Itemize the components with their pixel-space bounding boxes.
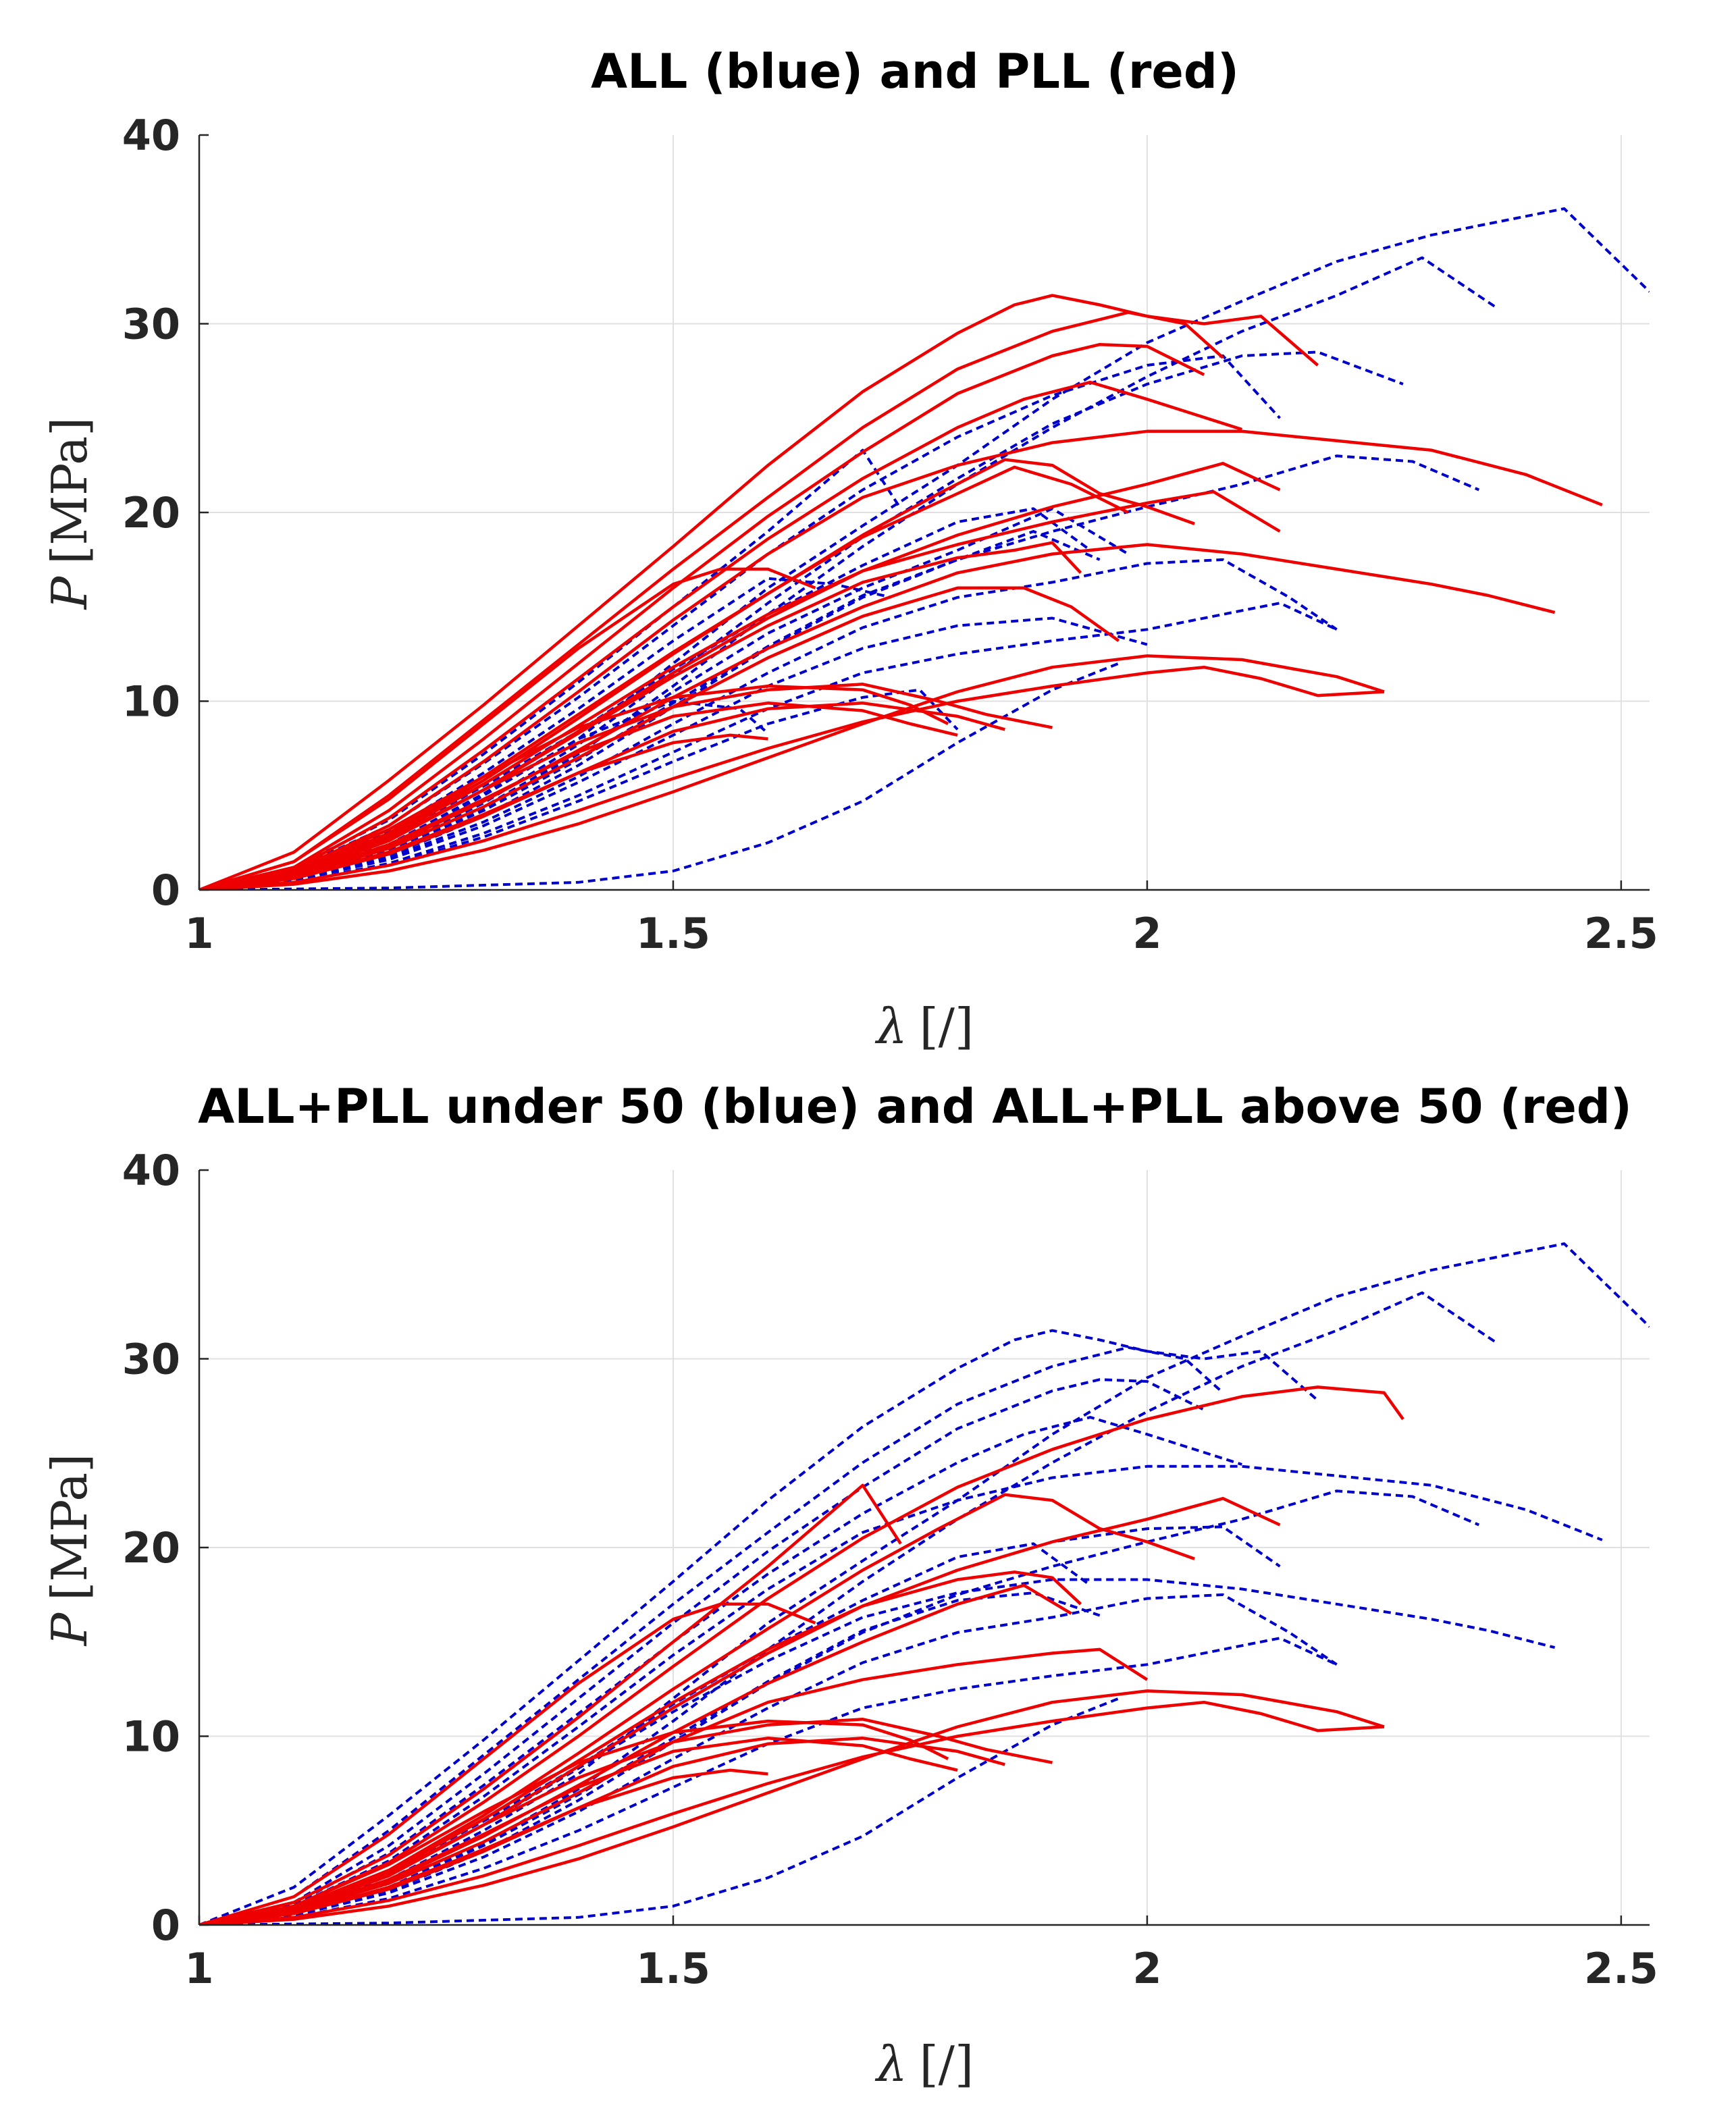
series-line-red [199,665,1385,890]
x-tick-label: 2 [1132,909,1161,958]
series-line-red [199,654,1385,890]
series-line-red [199,311,1224,890]
series-line-blue [199,662,1120,890]
x-tick-label: 2.5 [1584,909,1658,958]
series-line-red [199,1768,768,1925]
series-line-blue [199,602,1338,890]
chart-panel-top: ALL (blue) and PLL (red) 0 10 20 30 40 1 1.5 2… [41,44,1658,1055]
series-line-red [199,1602,816,1925]
series-line-red [199,458,1195,890]
series-line-red [199,294,1319,890]
gridlines [199,135,1650,890]
series-line-blue [199,1329,1319,1925]
y-tick-label: 10 [122,1712,180,1762]
series-line-blue [199,1416,1242,1925]
x-axis-label: λ [/] [874,2036,974,2092]
series-line-blue [199,1242,1650,1925]
series-line-blue [199,1637,1338,1925]
series-line-red [199,586,1120,890]
x-tick-label: 1.5 [636,1944,710,1993]
x-axis-unit: [/] [920,998,974,1055]
series-line-red [199,1483,902,1925]
series-line-blue [199,558,1338,890]
series-line-blue [199,1464,1603,1925]
x-axis-label: λ [/] [874,998,974,1055]
y-tick-label: 40 [122,111,180,160]
series-line-blue [199,688,959,890]
series-line-red [199,380,1242,890]
series-layer [199,207,1650,890]
series-line-blue [199,448,902,890]
chart-title: ALL (blue) and PLL (red) [591,44,1239,99]
y-tick-label: 20 [122,1523,180,1573]
series-layer [199,1242,1650,1925]
series-line-red [199,683,1053,890]
y-axis-variable: P [41,1612,98,1647]
y-tick-label: 30 [122,300,180,349]
x-tick-label: 2.5 [1584,1944,1658,1993]
y-tick-label: 40 [122,1146,180,1195]
y-axis-label: P [MPa] [41,417,98,611]
series-line-red [199,1718,1053,1925]
y-tick-label: 20 [122,488,180,537]
y-tick-label: 30 [122,1335,180,1384]
x-tick-labels: 1 1.5 2 2.5 [184,909,1658,958]
y-tick-labels: 0 10 20 30 40 [122,111,180,915]
x-axis-variable: λ [874,998,908,1055]
series-line-red [199,1497,1281,1925]
series-line-red [199,1700,1385,1925]
series-line-red [199,567,816,890]
series-line-red [199,342,1205,890]
x-tick-label: 2 [1132,1944,1161,1993]
series-line-red [199,1689,1385,1925]
gridlines [199,1170,1650,1925]
x-tick-label: 1 [184,1944,213,1993]
series-line-blue [199,1346,1224,1925]
chart-title: ALL+PLL under 50 (blue) and ALL+PLL abov… [198,1079,1632,1134]
series-line-red [199,429,1603,890]
y-tick-label: 10 [122,677,180,726]
series-line-blue [199,577,892,890]
x-tick-labels: 1 1.5 2 2.5 [184,1944,1658,1993]
y-tick-label: 0 [151,866,180,915]
x-tick-label: 1.5 [636,909,710,958]
series-line-blue [199,1378,1205,1925]
series-line-blue [199,256,1499,890]
x-axis-unit: [/] [920,2036,974,2092]
series-line-blue [199,616,1148,890]
y-tick-label: 0 [151,1901,180,1950]
series-line-red [199,490,1281,890]
series-line-red [199,1647,1149,1925]
series-line-blue [199,1593,1338,1925]
series-line-red [199,684,949,890]
chart-panel-bottom: ALL+PLL under 50 (blue) and ALL+PLL abov… [41,1079,1658,2092]
y-axis-label: P [MPa] [41,1454,98,1647]
x-axis-variable: λ [874,2036,908,2092]
x-tick-label: 1 [184,909,213,958]
series-line-blue [199,1697,1120,1925]
series-line-red [199,543,1556,890]
series-line-red [199,1385,1404,1925]
series-line-blue [199,1291,1499,1925]
y-axis-variable: P [41,575,98,610]
series-line-blue [199,1489,1480,1925]
series-line-red [199,1719,949,1925]
y-axis-unit: [MPa] [41,417,98,564]
series-line-blue [199,454,1480,890]
axes [198,134,1650,891]
series-line-red [199,1570,1082,1925]
axes [198,1169,1650,1926]
y-tick-labels: 0 10 20 30 40 [122,1146,180,1950]
series-line-red [199,1493,1195,1925]
y-axis-unit: [MPa] [41,1454,98,1601]
series-line-red [199,733,768,890]
